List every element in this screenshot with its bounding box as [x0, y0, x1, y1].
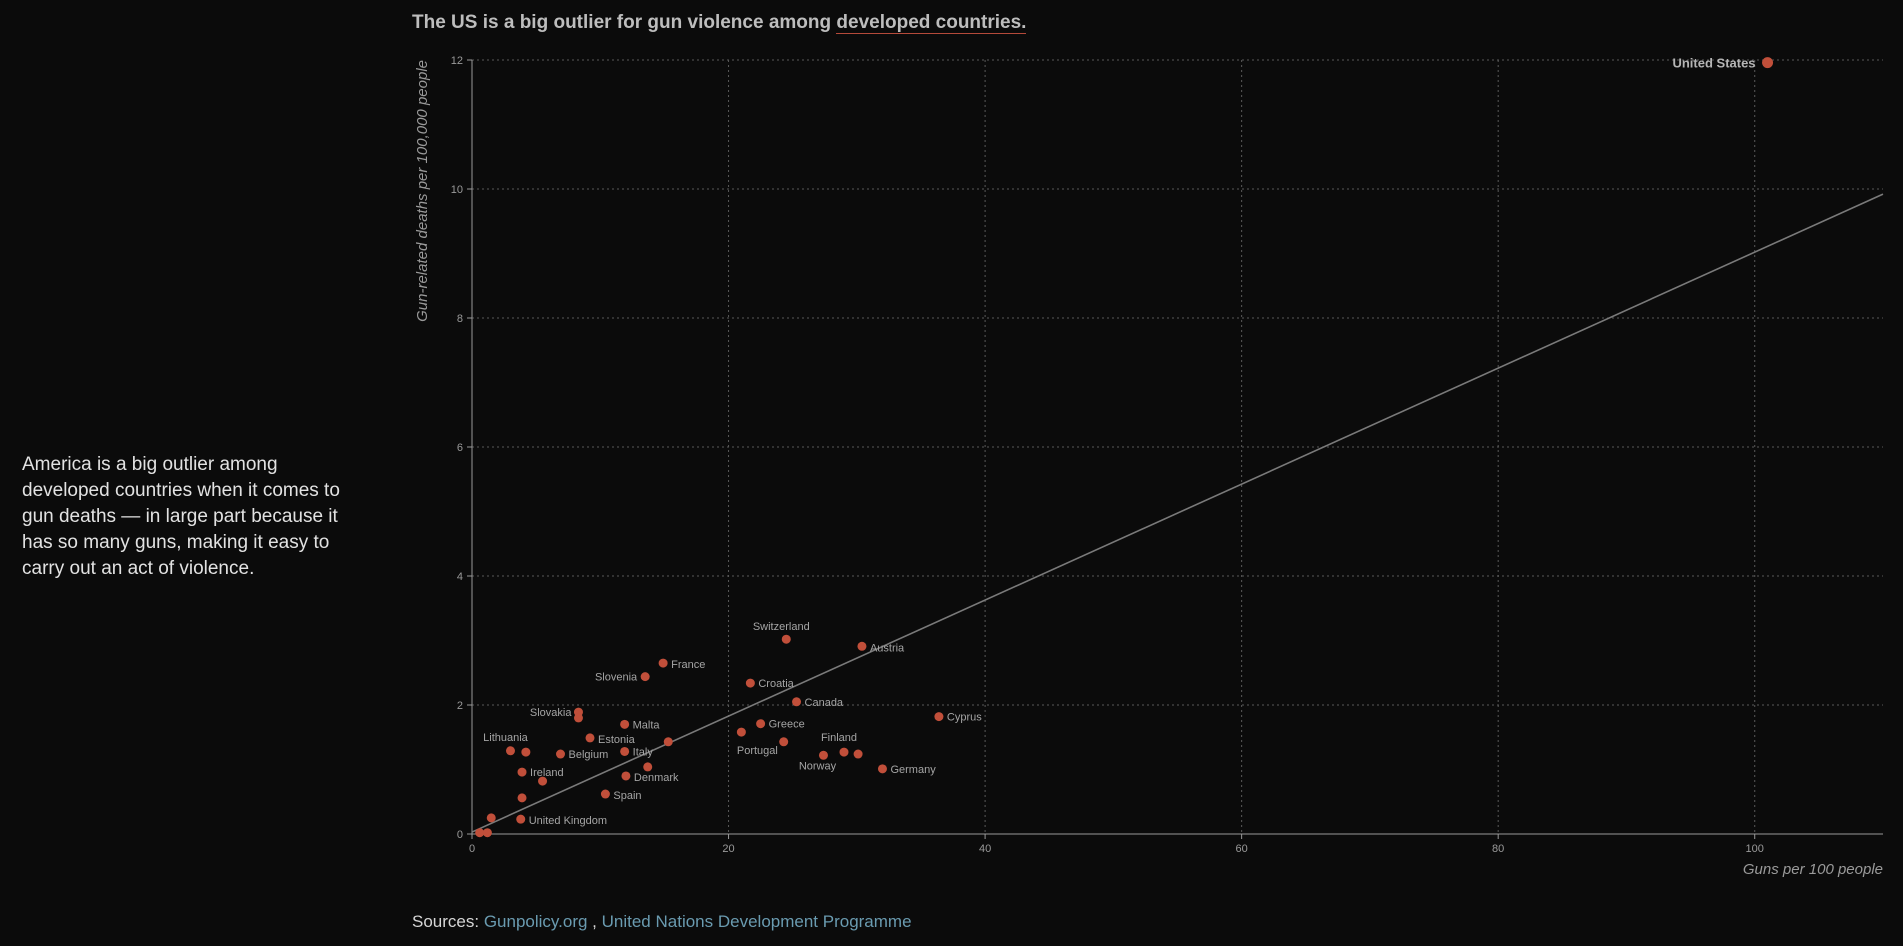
point-unlabeled[interactable] [517, 793, 527, 803]
point-unlabeled[interactable] [482, 828, 492, 838]
point-label-france: France [671, 659, 705, 671]
y-tick-label: 4 [457, 571, 463, 583]
x-tick-label: 40 [979, 843, 991, 855]
point-unlabeled[interactable] [475, 828, 485, 838]
x-tick-label: 80 [1492, 843, 1504, 855]
data-points [475, 57, 1774, 838]
point-unlabeled[interactable] [573, 713, 583, 723]
sidebar-description: America is a big outlier among developed… [22, 454, 340, 579]
point-canada[interactable] [792, 697, 802, 707]
point-unlabeled[interactable] [853, 749, 863, 759]
point-label-slovenia: Slovenia [595, 672, 638, 684]
sources-separator: , [587, 912, 602, 931]
point-unlabeled[interactable] [538, 776, 548, 786]
chart-title: The US is a big outlier for gun violence… [412, 12, 1027, 34]
point-label-croatia: Croatia [758, 678, 794, 690]
point-label-malta: Malta [633, 719, 661, 731]
point-austria[interactable] [857, 641, 867, 651]
point-estonia[interactable] [585, 733, 595, 743]
point-label-germany: Germany [890, 764, 936, 776]
point-label-cyprus: Cyprus [947, 712, 982, 724]
point-united-kingdom[interactable] [516, 814, 526, 824]
point-france[interactable] [658, 658, 668, 668]
point-united-states[interactable] [1762, 57, 1774, 69]
point-label-ireland: Ireland [530, 767, 564, 779]
y-tick-label: 2 [457, 700, 463, 712]
point-label-greece: Greece [769, 719, 805, 731]
y-tick-label: 6 [457, 442, 463, 454]
x-tick-label: 100 [1746, 843, 1764, 855]
point-belgium[interactable] [556, 749, 566, 759]
point-unlabeled[interactable] [486, 813, 496, 823]
point-germany[interactable] [877, 764, 887, 774]
point-portugal[interactable] [736, 727, 746, 737]
y-tick-label: 8 [457, 313, 463, 325]
gunpolicy-link[interactable]: Gunpolicy.org [483, 912, 588, 931]
point-slovenia[interactable] [640, 672, 650, 682]
point-unlabeled[interactable] [663, 737, 673, 747]
point-spain[interactable] [600, 789, 610, 799]
point-label-canada: Canada [805, 697, 844, 709]
point-label-finland: Finland [821, 732, 857, 744]
point-label-italy: Italy [633, 746, 654, 758]
point-label-united-states: United States [1672, 56, 1755, 71]
point-label-portugal: Portugal [737, 745, 778, 757]
trend-line [471, 193, 1884, 833]
point-label-slovakia: Slovakia [530, 707, 572, 719]
point-switzerland[interactable] [781, 634, 791, 644]
point-lithuania[interactable] [505, 746, 515, 756]
trend-layer [471, 193, 1884, 833]
point-norway[interactable] [818, 750, 828, 760]
x-tick-label: 0 [469, 843, 475, 855]
point-label-denmark: Denmark [634, 772, 679, 784]
point-unlabeled[interactable] [643, 762, 653, 772]
point-label-estonia: Estonia [598, 734, 636, 746]
point-cyprus[interactable] [934, 712, 944, 722]
sources-label: Sources: [412, 912, 484, 931]
point-label-united-kingdom: United Kingdom [529, 815, 607, 827]
y-tick-label: 10 [451, 184, 463, 196]
point-greece[interactable] [756, 719, 766, 729]
sources-line: Sources: Gunpolicy.org , United Nations … [412, 912, 912, 932]
point-malta[interactable] [620, 719, 630, 729]
point-label-switzerland: Switzerland [753, 621, 810, 633]
point-label-austria: Austria [870, 642, 905, 654]
x-axis-title: Guns per 100 people [1743, 861, 1883, 878]
point-unlabeled[interactable] [521, 747, 531, 757]
x-tick-label: 60 [1236, 843, 1248, 855]
developed-countries-link[interactable]: developed countries. [836, 12, 1027, 34]
y-tick-label: 0 [457, 829, 463, 841]
point-label-belgium: Belgium [569, 749, 609, 761]
chart-axes: 0 2 4 6 8 10 12 0 20 40 60 80 100 [451, 55, 1883, 855]
chart-grid [472, 59, 1883, 834]
y-axis-title: Gun-related deaths per 100,000 people [414, 60, 431, 322]
point-finland[interactable] [839, 747, 849, 757]
point-ireland[interactable] [517, 767, 527, 777]
chart-title-text: The US is a big outlier for gun violence… [412, 12, 837, 33]
point-italy[interactable] [620, 746, 630, 756]
point-label-norway: Norway [799, 760, 837, 772]
point-denmark[interactable] [621, 771, 631, 781]
point-labels: United States Switzerland Austria France Slo… [483, 56, 1755, 828]
y-tick-label: 12 [451, 55, 463, 67]
undp-link[interactable]: United Nations Development Programme [601, 912, 912, 931]
point-label-lithuania: Lithuania [483, 732, 529, 744]
point-croatia[interactable] [745, 678, 755, 688]
point-label-spain: Spain [613, 790, 641, 802]
x-tick-label: 20 [722, 843, 734, 855]
point-unlabeled[interactable] [779, 737, 789, 747]
